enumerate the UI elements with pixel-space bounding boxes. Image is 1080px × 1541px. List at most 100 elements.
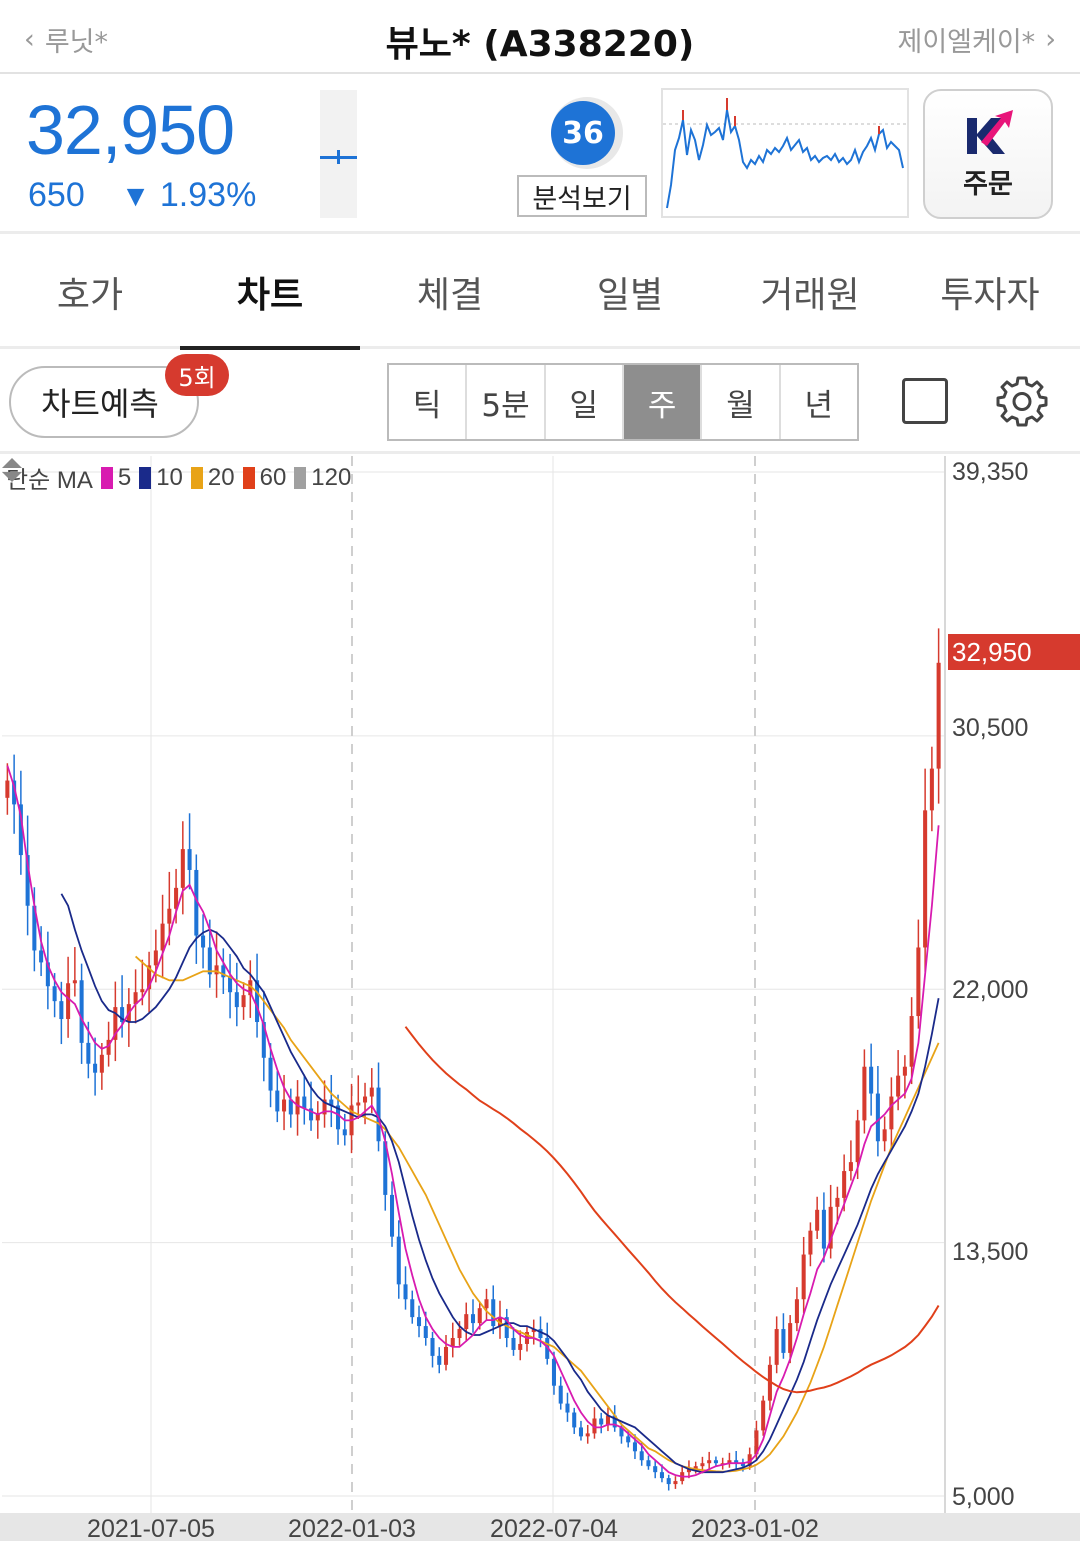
candle-body <box>12 780 17 805</box>
candle-body <box>86 1042 91 1064</box>
x-axis-bar <box>0 1513 1080 1541</box>
tab-orderbook[interactable]: 호가 <box>56 275 124 316</box>
candle-body <box>781 1329 786 1353</box>
candle-body <box>794 1299 799 1324</box>
candle-body <box>653 1466 658 1473</box>
candle-body <box>727 1460 732 1464</box>
candle-body <box>565 1403 570 1413</box>
ma10-line <box>60 893 940 1474</box>
candle-body <box>72 980 77 984</box>
candle-body <box>862 1066 867 1121</box>
candle-body <box>815 1209 820 1231</box>
candle-body <box>113 1007 118 1040</box>
candle-body <box>147 965 152 990</box>
candle-body <box>909 1016 914 1067</box>
tab-trades[interactable]: 체결 <box>416 275 484 316</box>
tab-investors[interactable]: 투자자 <box>940 275 1040 316</box>
candle-body <box>336 1105 341 1130</box>
candle-body <box>416 1317 422 1327</box>
candle-body <box>234 992 239 1008</box>
candle-body <box>59 1001 64 1020</box>
candle-body <box>686 1469 691 1473</box>
candle-body <box>848 1162 853 1172</box>
ma120-legend: 120 <box>311 463 352 491</box>
next-stock-link[interactable]: 제이엘케이* › <box>897 20 1056 59</box>
y-tick-label: 5,000 <box>952 1483 1015 1511</box>
candle-body <box>504 1317 509 1339</box>
analysis-button[interactable]: 분석보기 <box>517 175 647 217</box>
candle-body <box>470 1314 476 1324</box>
candle-body <box>275 1090 280 1112</box>
candle-body <box>821 1209 826 1249</box>
candle-body <box>869 1066 874 1094</box>
chevron-left-icon: ‹ <box>24 24 35 55</box>
ma20-legend: 20 <box>207 463 235 491</box>
y-tick-label: 30,500 <box>952 714 1029 742</box>
x-tick-label: 2022-01-03 <box>288 1515 416 1541</box>
mini-candle-indicator <box>320 90 357 218</box>
chart-resize-handle-icon[interactable] <box>0 456 24 484</box>
y-tick-label: 39,350 <box>952 458 1029 486</box>
chart-toolbar: 차트예측 5회 틱 5분 일 주 월 년 <box>0 350 1080 454</box>
candle-body <box>443 1346 449 1365</box>
candle-body <box>5 780 10 798</box>
period-year[interactable]: 년 <box>804 387 834 424</box>
candle-body <box>713 1460 718 1464</box>
fullscreen-square-icon[interactable] <box>902 378 948 424</box>
gear-icon[interactable] <box>996 375 1048 427</box>
candle-body <box>403 1284 408 1300</box>
order-button[interactable]: 주문 <box>923 89 1053 219</box>
candle-body <box>578 1427 583 1437</box>
intraday-sparkline[interactable] <box>661 88 909 218</box>
candle-body <box>929 768 934 811</box>
candle-body <box>551 1358 557 1386</box>
candle-body <box>801 1254 806 1300</box>
ma5-legend: 5 <box>117 463 132 491</box>
candle-body <box>261 1022 266 1058</box>
candle-body <box>882 1129 887 1142</box>
prev-stock-label: 루닛* <box>44 27 108 58</box>
tab-brokers[interactable]: 거래원 <box>760 275 860 316</box>
candle-body <box>734 1460 739 1464</box>
tab-daily[interactable]: 일별 <box>596 275 664 316</box>
candle-body <box>180 849 185 888</box>
candle-body <box>241 995 246 1008</box>
candle-body <box>828 1206 833 1249</box>
candlestick-chart[interactable] <box>0 456 1080 1513</box>
period-day[interactable]: 일 <box>546 365 624 439</box>
candle-body <box>855 1120 860 1163</box>
candle-body <box>363 1096 368 1103</box>
candle-body <box>538 1329 543 1339</box>
down-arrow-icon: ▼ <box>120 180 151 213</box>
tab-chart[interactable]: 차트 <box>180 237 360 350</box>
stock-title[interactable]: 뷰노* (A338220) <box>385 24 695 65</box>
candle-body <box>282 1099 287 1112</box>
candle-body <box>437 1355 442 1365</box>
candle-body <box>356 1102 361 1106</box>
period-week[interactable]: 주 <box>623 365 703 439</box>
period-5min[interactable]: 5분 <box>467 365 546 439</box>
candle-body <box>572 1412 577 1428</box>
analysis-score-badge[interactable]: 36 <box>551 101 615 165</box>
candle-body <box>376 1087 381 1142</box>
period-month[interactable]: 월 <box>702 365 781 439</box>
candle-body <box>889 1096 894 1130</box>
candle-body <box>93 1063 98 1073</box>
candle-body <box>626 1436 631 1443</box>
candle-body <box>605 1415 610 1425</box>
top-nav-bar: ‹ 루닛* 뷰노* (A338220) 제이엘케이* › <box>0 0 1080 74</box>
candle-body <box>120 1007 125 1023</box>
candle-body <box>309 1108 314 1121</box>
candle-body <box>673 1481 678 1485</box>
candle-body <box>707 1460 712 1464</box>
period-tick[interactable]: 틱 <box>389 365 468 439</box>
candle-body <box>612 1415 617 1428</box>
candle-body <box>52 986 57 1002</box>
prev-stock-link[interactable]: ‹ 루닛* <box>24 20 108 59</box>
candle-body <box>369 1087 374 1097</box>
price-chart[interactable]: 단순 MA 5 10 20 60 120 39,350 30,500 22,00… <box>0 456 1080 1541</box>
period-selector: 틱 5분 일 주 월 년 <box>387 363 859 441</box>
candle-body <box>511 1338 516 1350</box>
candle-body <box>99 1054 104 1073</box>
candle-body <box>767 1364 772 1401</box>
